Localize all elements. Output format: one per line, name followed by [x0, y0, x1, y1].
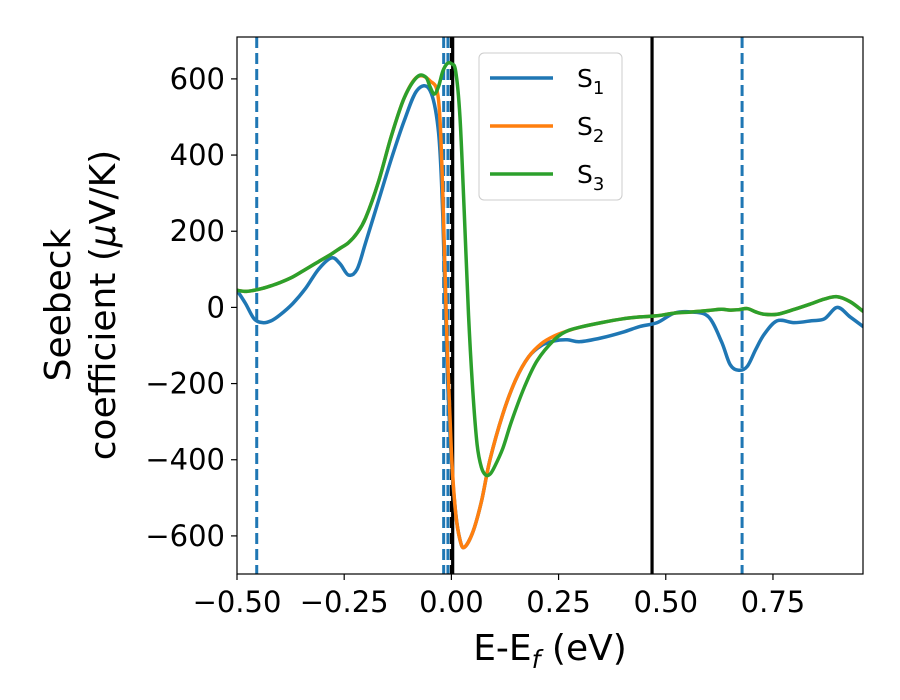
x-axis-label: E-Ef (eV): [473, 628, 627, 674]
legend: S1 S2 S3: [478, 52, 623, 201]
x-axis-ticks: −0.50 −0.25 0.00 0.25 0.50 0.75: [193, 574, 806, 619]
x-tick-label: 0.50: [633, 585, 698, 619]
y-axis-label-line1: Seebeck: [38, 228, 79, 381]
x-tick-label: 0.75: [741, 585, 806, 619]
y-tick-label: 400: [170, 138, 225, 172]
y-tick-label: 600: [170, 62, 225, 96]
y-tick-label: −400: [145, 443, 225, 477]
y-tick-label: −200: [145, 367, 225, 401]
y-tick-label: 200: [170, 214, 225, 248]
legend-label-3: S3: [577, 160, 604, 195]
plot-frame: [236, 36, 864, 575]
x-tick-label: 0.25: [526, 585, 591, 619]
series-lines: [237, 60, 863, 550]
y-axis-label: Seebeck coefficient (μV/K): [38, 150, 124, 460]
y-axis-label-line2: coefficient (μV/K): [83, 150, 124, 460]
y-tick-label: −600: [145, 519, 225, 553]
x-tick-label: 0.00: [419, 585, 484, 619]
y-tick-label: 0: [207, 290, 225, 324]
legend-label-1: S1: [577, 64, 604, 99]
series-line-3: [237, 60, 863, 478]
x-tick-label: −0.50: [193, 585, 282, 619]
x-tick-label: −0.25: [300, 585, 389, 619]
legend-label-2: S2: [577, 112, 604, 147]
y-axis-ticks: 600 400 200 0 −200 −400 −600: [145, 62, 237, 553]
